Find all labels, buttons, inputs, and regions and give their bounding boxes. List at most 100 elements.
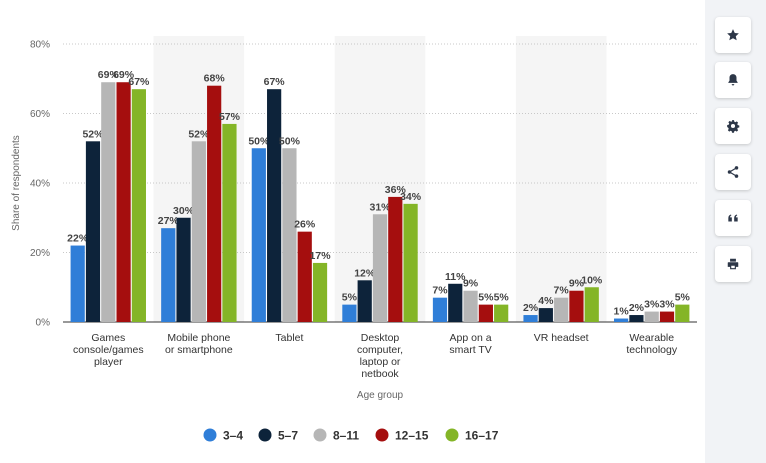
bar-8-11-4 [463, 290, 478, 322]
data-label: 9% [463, 278, 479, 290]
data-label: 69% [113, 69, 135, 81]
x-category-label: or smartphone [165, 344, 233, 356]
bar-3-4-3 [342, 304, 357, 322]
legend-marker-12-15 [375, 428, 389, 442]
x-category-label: computer, [357, 344, 403, 356]
data-label: 26% [294, 219, 316, 231]
gear-icon [727, 120, 740, 133]
bar-16-17-5 [584, 287, 599, 322]
data-label: 11% [445, 271, 466, 283]
share-icon [727, 166, 739, 178]
share-button[interactable] [715, 154, 751, 190]
y-tick-label: 80% [30, 40, 50, 51]
data-label: 50% [279, 135, 301, 147]
y-tick-label: 60% [30, 109, 50, 120]
bar-8-11-1 [191, 141, 206, 322]
x-category-label: Tablet [275, 332, 303, 344]
legend-marker-8-11 [313, 428, 327, 442]
x-category-label: Desktop [361, 332, 400, 344]
y-tick-label: 40% [30, 179, 50, 190]
bar-8-11-2 [282, 148, 297, 322]
data-label: 67% [264, 76, 286, 88]
bar-16-17-1 [222, 123, 237, 322]
data-label: 3% [644, 299, 660, 311]
bell-icon [728, 74, 738, 86]
data-label: 50% [248, 135, 270, 147]
bar-5-7-2 [267, 89, 282, 322]
print-icon [727, 258, 739, 270]
data-label: 12% [354, 267, 376, 279]
x-category-label: Mobile phone [167, 332, 230, 344]
data-label: 7% [554, 285, 570, 297]
star-icon [727, 29, 739, 41]
legend-label: 16–17 [465, 429, 499, 443]
bar-12-15-0 [116, 82, 131, 322]
data-label: 57% [219, 111, 241, 123]
bar-16-17-6 [675, 304, 690, 322]
legend-marker-3-4 [203, 428, 217, 442]
data-label: 2% [629, 302, 645, 314]
data-label: 69% [98, 69, 120, 81]
x-category-label: Wearable [629, 332, 674, 344]
x-category-label: netbook [361, 368, 399, 380]
data-label: 36% [385, 184, 407, 196]
bar-5-7-5 [538, 308, 553, 322]
bar-3-4-5 [523, 315, 538, 322]
data-label: 4% [538, 295, 554, 307]
bar-16-17-4 [494, 304, 509, 322]
chart-area: 0% 20% 40% 60% 80% 22% 27% 50% 5% 7% 2% 1% 52% 30% 67%… [11, 36, 697, 443]
bar-12-15-3 [388, 196, 403, 322]
bar-16-17-2 [312, 262, 328, 322]
data-label: 7% [432, 285, 448, 297]
legend-marker-16-17 [445, 428, 459, 442]
settings-button[interactable] [715, 108, 751, 144]
bar-12-15-2 [297, 231, 312, 322]
data-label: 67% [128, 76, 150, 88]
data-label: 31% [369, 201, 391, 213]
print-button[interactable] [715, 246, 751, 282]
data-label: 5% [478, 292, 494, 304]
data-label: 22% [67, 233, 89, 245]
bar-5-7-3 [357, 280, 372, 322]
bar-3-4-0 [70, 245, 85, 322]
x-category-label: smart TV [449, 344, 491, 356]
category-band [515, 36, 607, 322]
bar-12-15-1 [207, 85, 222, 322]
x-category-label: VR headset [534, 332, 589, 344]
x-category-label: Games [91, 332, 125, 344]
data-label: 3% [659, 299, 675, 311]
y-axis-title: Share of respondents [11, 135, 22, 231]
data-label: 17% [310, 250, 332, 262]
bar-chart: 0%20%40%60%80%22%27%50%5%7%2% 1%52%30%67%… [11, 36, 697, 443]
cite-button[interactable] [715, 200, 751, 236]
bar-12-15-6 [659, 311, 675, 322]
legend-marker-5-7 [258, 428, 272, 442]
data-label: 5% [342, 292, 358, 304]
favorite-button[interactable] [715, 17, 751, 53]
data-label: 5% [675, 292, 691, 304]
data-label: 9% [569, 278, 585, 290]
bar-16-17-3 [403, 203, 418, 322]
y-tick-label: 20% [30, 248, 50, 259]
x-category-label: console/games [73, 344, 144, 356]
bar-8-11-6 [644, 311, 659, 322]
data-label: 30% [173, 205, 195, 217]
bar-5-7-6 [629, 315, 644, 322]
bar-8-11-3 [372, 214, 388, 322]
legend-label: 12–15 [395, 429, 429, 443]
legend-label: 5–7 [278, 429, 298, 443]
bar-12-15-4 [478, 304, 493, 322]
data-label: 1% [614, 306, 630, 318]
bar-5-7-4 [448, 283, 463, 322]
data-label: 34% [400, 191, 422, 203]
quote-icon [728, 214, 738, 222]
notification-button[interactable] [715, 62, 751, 98]
bar-8-11-5 [554, 297, 569, 322]
data-label: 52% [188, 128, 210, 140]
bar-3-4-2 [251, 148, 266, 322]
bar-5-7-1 [176, 217, 191, 322]
data-label: 5% [494, 292, 510, 304]
y-tick-label: 0% [36, 318, 51, 329]
data-label: 52% [82, 128, 104, 140]
data-label: 2% [523, 302, 539, 314]
